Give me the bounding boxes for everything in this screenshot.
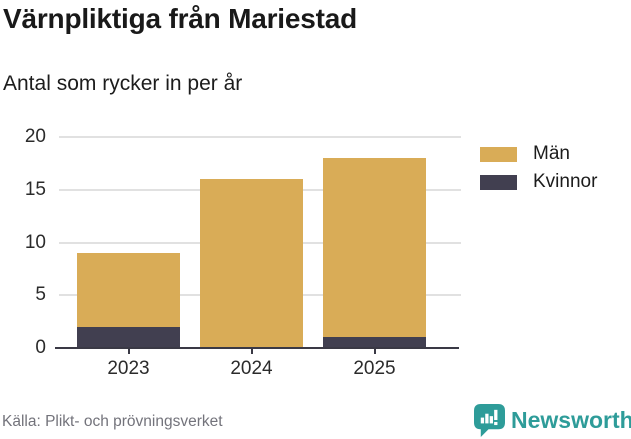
legend-swatch-kvinnor [480, 174, 517, 190]
x-tick-2024 [250, 348, 253, 354]
x-axis-line [55, 347, 459, 349]
legend-item-kvinnor: Kvinnor [480, 171, 598, 192]
chart-title: Värnpliktiga från Mariestad [3, 3, 358, 34]
y-tick-label-20: 20 [24, 126, 46, 147]
x-tick-label-2025: 2025 [353, 358, 396, 379]
newsworthy-bubble-chart-icon [474, 404, 505, 437]
chart-subtitle: Antal som rycker in per år [3, 72, 243, 95]
bar-segment-2025-män [323, 158, 426, 337]
legend: Män Kvinnor [480, 143, 598, 202]
legend-item-män: Män [480, 143, 597, 164]
y-tick-label-15: 15 [24, 178, 46, 200]
legend-swatch-män [480, 146, 517, 162]
x-tick-label-2023: 2023 [107, 358, 150, 379]
plot-area [55, 136, 461, 354]
y-tick-label-0: 0 [35, 337, 46, 358]
y-tick-label-5: 5 [35, 284, 46, 306]
newsworthy-wordmark: Newsworthy [511, 407, 631, 433]
bar-segment-2023-kvinnor [77, 327, 180, 348]
legend-label-män: Män [533, 143, 570, 164]
x-tick-label-2024: 2024 [230, 358, 273, 379]
source-text: Källa: Plikt- och prövningsverket [2, 413, 223, 430]
legend-label-kvinnor: Kvinnor [533, 171, 598, 192]
y-tick-label-10: 10 [24, 231, 46, 253]
gridline-20 [59, 136, 461, 138]
x-tick-2025 [373, 348, 376, 354]
bar-segment-2024-män [200, 179, 303, 348]
bar-segment-2025-kvinnor [323, 337, 426, 348]
bar-segment-2023-män [77, 253, 180, 327]
x-tick-2023 [127, 348, 130, 354]
newsworthy-logo: Newsworthy [474, 404, 631, 437]
